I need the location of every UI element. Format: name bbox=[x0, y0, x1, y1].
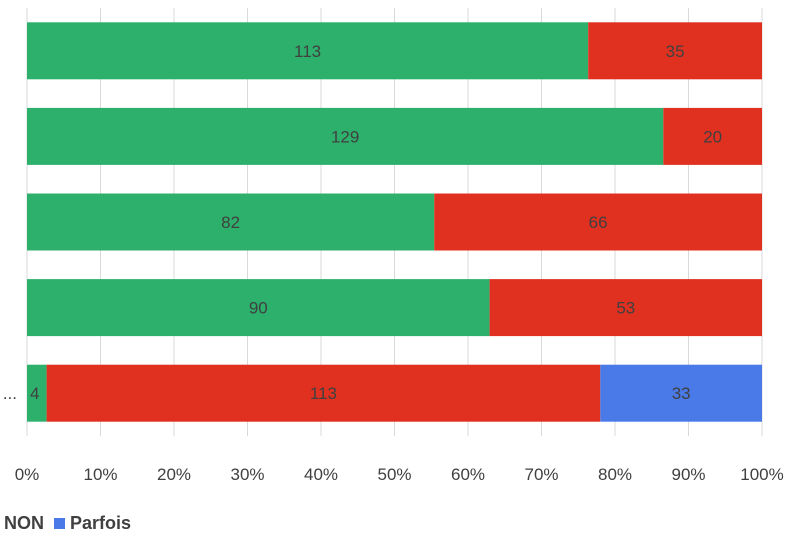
stacked-bar-chart: 113 35 129 20 82 66 90 53 4 113 33 ... 0% 10% 20% 30%… bbox=[3, 8, 784, 484]
category-labels: ... bbox=[3, 384, 17, 403]
data-label: 35 bbox=[666, 42, 685, 61]
data-label: 53 bbox=[616, 299, 635, 318]
data-label: 129 bbox=[331, 127, 359, 146]
x-tick-label: 60% bbox=[451, 465, 485, 484]
legend: NON Parfois bbox=[4, 512, 131, 534]
legend-swatch-parfois bbox=[54, 517, 65, 529]
data-label: 82 bbox=[221, 213, 240, 232]
bars: 113 35 129 20 82 66 90 53 4 113 33 bbox=[27, 22, 762, 422]
x-tick-label: 90% bbox=[671, 465, 705, 484]
x-tick-label: 20% bbox=[157, 465, 191, 484]
x-tick-label: 50% bbox=[377, 465, 411, 484]
data-label: 20 bbox=[703, 127, 722, 146]
legend-label-parfois: Parfois bbox=[70, 512, 132, 533]
bar-segment bbox=[663, 107, 762, 165]
bar-segment bbox=[434, 193, 762, 251]
legend-item-non: NON bbox=[4, 513, 44, 534]
x-tick-label: 80% bbox=[598, 465, 632, 484]
bar-segment bbox=[27, 22, 589, 80]
data-label: 66 bbox=[589, 213, 608, 232]
data-label: 33 bbox=[672, 384, 691, 403]
x-tick-label: 100% bbox=[740, 465, 783, 484]
data-label: 113 bbox=[310, 384, 337, 403]
bar-segment bbox=[588, 22, 762, 80]
x-tick-label: 30% bbox=[230, 465, 264, 484]
bar-segment bbox=[46, 364, 601, 422]
bar-segment bbox=[27, 107, 664, 165]
bar-segment bbox=[27, 279, 490, 337]
data-label: 113 bbox=[294, 42, 321, 61]
bar-segment bbox=[27, 364, 47, 422]
category-label: ... bbox=[3, 384, 17, 403]
data-label: 4 bbox=[30, 384, 39, 403]
x-tick-label: 10% bbox=[83, 465, 117, 484]
x-tick-label: 70% bbox=[524, 465, 558, 484]
legend-item-parfois: Parfois bbox=[54, 513, 131, 534]
x-axis-ticks: 0% 10% 20% 30% 40% 50% 60% 70% 80% 90% 100% bbox=[15, 465, 784, 484]
bar-segment bbox=[27, 193, 435, 251]
x-tick-label: 40% bbox=[304, 465, 338, 484]
data-label: 90 bbox=[249, 299, 268, 318]
x-tick-label: 0% bbox=[15, 465, 40, 484]
legend-label-non: NON bbox=[4, 512, 44, 533]
bar-segment bbox=[489, 279, 762, 337]
bar-segment bbox=[600, 364, 762, 422]
